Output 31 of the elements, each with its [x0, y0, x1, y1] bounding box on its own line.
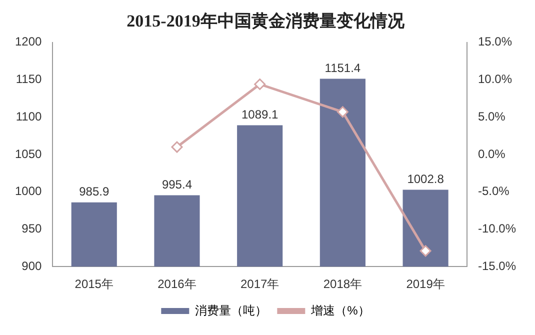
x-tick-label: 2016年 — [158, 277, 196, 292]
x-tick-label: 2019年 — [406, 277, 445, 292]
legend-label: 增速（%） — [310, 303, 370, 318]
y-tick-label: 1100 — [16, 109, 42, 124]
y2-tick-label: -5.0% — [478, 184, 510, 198]
point — [254, 78, 266, 90]
y-tick-label: 1050 — [14, 146, 42, 161]
y-tick-label: 900 — [22, 258, 42, 273]
y2-tick-label: 10.0% — [478, 72, 512, 86]
point — [171, 141, 183, 153]
legend-label: 消费量（吨） — [195, 303, 268, 318]
data-label: 1002.8 — [407, 172, 444, 186]
y2-tick-label: 0.0% — [478, 146, 506, 161]
y2-tick-label: -15.0% — [478, 258, 516, 273]
y-tick-label: 950 — [22, 222, 42, 236]
point — [336, 106, 348, 118]
chart-title: 2015-2019年中国黄金消费量变化情况 — [126, 12, 406, 31]
y-tick-label: 1200 — [14, 34, 42, 49]
data-label: 1151.4 — [324, 61, 361, 76]
y2-tick-label: 5.0% — [478, 109, 506, 124]
data-label: 985.9 — [79, 184, 110, 199]
y-tick-label: 1000 — [14, 184, 42, 198]
point — [420, 245, 432, 257]
data-label: 1089.1 — [241, 108, 279, 122]
y-tick-label: 1150 — [16, 72, 42, 86]
x-tick-label: 2017年 — [240, 277, 280, 292]
x-tick-label: 2015年 — [74, 277, 114, 292]
y2-tick-label: -10.0% — [478, 222, 516, 236]
x-tick-label: 2018年 — [323, 277, 362, 292]
y2-tick-label: 15.0% — [478, 34, 512, 49]
data-label: 995.4 — [162, 178, 192, 192]
